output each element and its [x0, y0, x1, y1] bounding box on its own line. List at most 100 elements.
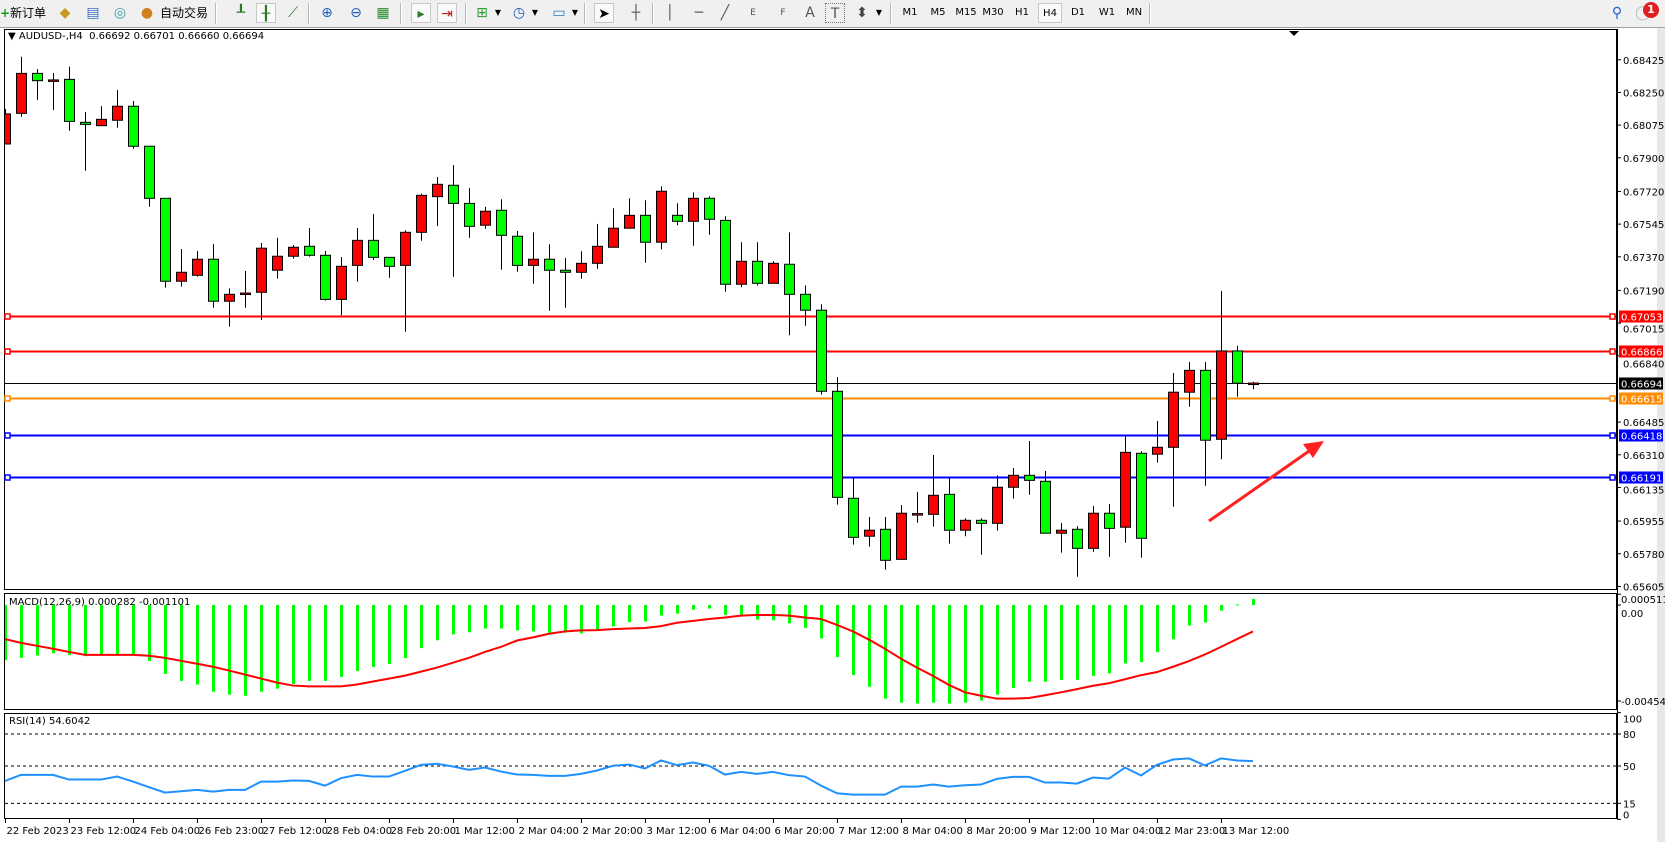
candle: [832, 377, 843, 505]
time-axis-label: 1 Mar 12:00: [455, 826, 515, 837]
level-price-label-bg: [1619, 471, 1663, 484]
auto-trading-button[interactable]: 自动交易: [159, 6, 208, 20]
arrows-dropdown-icon[interactable]: ▼: [875, 8, 883, 17]
timeframe-m5[interactable]: M5: [930, 7, 946, 18]
periods-dropdown-icon[interactable]: ▼: [531, 8, 539, 17]
macd-histogram-bar: [980, 605, 983, 701]
macd-histogram-bar: [628, 605, 631, 623]
search-icon[interactable]: ⚲: [1611, 5, 1623, 21]
annotation-arrow[interactable]: [1208, 441, 1324, 523]
fibonacci-retracement-icon[interactable]: F: [780, 8, 786, 18]
candle: [736, 242, 747, 288]
candle: [656, 186, 667, 250]
timeframe-w1[interactable]: W1: [1098, 7, 1116, 18]
candle: [512, 231, 523, 272]
timeframe-d1[interactable]: D1: [1070, 7, 1086, 18]
candle-body: [384, 256, 395, 267]
macd-histogram-bar: [596, 605, 599, 630]
macd-histogram-bar: [1092, 605, 1095, 676]
macd-histogram-bar: [5, 605, 7, 661]
candle-body: [144, 145, 155, 199]
candle: [496, 199, 507, 270]
toolbar: + 新订单 ◆ ▤ ◎ ● 自动交易 ┸ ╂ ⟋ ⊕ ⊖ ▦ ▸ ⇥ ⊞ ▼ ◷…: [0, 0, 1665, 28]
chart-shift-marker[interactable]: [1289, 31, 1299, 36]
cursor-icon[interactable]: ➤: [594, 3, 614, 23]
candle: [448, 165, 459, 277]
candle-body: [864, 529, 875, 537]
candle: [1216, 290, 1227, 460]
timeframe-mn[interactable]: MN: [1125, 7, 1143, 18]
arrows-icon[interactable]: ⬍: [856, 5, 868, 21]
bar-chart-icon[interactable]: ┸: [236, 5, 246, 21]
time-axis-label: 24 Feb 04:00: [135, 826, 201, 837]
horizontal-line-icon[interactable]: ─: [694, 5, 704, 21]
candle: [1120, 435, 1131, 543]
indicators-dropdown-icon[interactable]: ▼: [494, 8, 502, 17]
zoom-in-icon[interactable]: ⊕: [321, 5, 333, 21]
level-handle: [1609, 395, 1616, 402]
text-tool-icon[interactable]: A: [805, 5, 815, 21]
rsi-axis-label: 15: [1623, 799, 1636, 810]
timeframe-m1[interactable]: M1: [902, 7, 918, 18]
tile-windows-icon[interactable]: ▦: [376, 5, 390, 21]
auto-trading-icon[interactable]: ●: [140, 5, 154, 21]
level-price-label: 0.66866: [1621, 348, 1662, 359]
macd-histogram-bar: [52, 605, 55, 654]
time-axis-label: 26 Feb 23:00: [199, 826, 265, 837]
templates-icon[interactable]: ▭: [552, 5, 566, 21]
timeframe-m30[interactable]: M30: [982, 7, 1004, 18]
candle: [288, 245, 299, 259]
periods-clock-icon[interactable]: ◷: [512, 5, 526, 21]
timeframe-h1[interactable]: H1: [1015, 7, 1029, 18]
candle: [224, 288, 235, 327]
macd-histogram-bar: [276, 605, 279, 689]
new-order-button[interactable]: 新订单: [9, 6, 46, 20]
candle-body: [976, 519, 987, 524]
fibonacci-fan-icon[interactable]: E: [750, 8, 756, 18]
candle: [352, 228, 363, 282]
crosshair-icon[interactable]: ┼: [631, 5, 641, 21]
text-label-icon[interactable]: T: [825, 3, 845, 23]
macd-histogram-bar: [532, 605, 535, 632]
auto-scroll-icon[interactable]: ▸: [411, 3, 431, 23]
candle-body: [640, 214, 651, 243]
bid-price-label-bg: [1619, 377, 1663, 390]
separator: [890, 3, 892, 24]
vertical-line-icon[interactable]: │: [665, 5, 675, 21]
line-chart-icon[interactable]: ⟋: [288, 5, 298, 21]
zoom-out-icon[interactable]: ⊖: [350, 5, 362, 21]
candle: [1024, 440, 1035, 495]
macd-axis-label: -0.00454: [1621, 697, 1665, 708]
candle: [864, 516, 875, 547]
notification-badge[interactable]: 1: [1643, 2, 1659, 18]
candle: [528, 232, 539, 284]
candle-body: [768, 262, 779, 284]
macd-histogram-bar: [356, 605, 359, 671]
candle-body: [416, 194, 427, 233]
candle: [720, 216, 731, 292]
templates-dropdown-icon[interactable]: ▼: [571, 8, 579, 17]
timeframe-m15[interactable]: M15: [955, 7, 977, 18]
candle-body: [112, 105, 123, 121]
chart-shift-icon[interactable]: ⇥: [437, 3, 457, 23]
chart-menu-triangle-icon[interactable]: ▼: [8, 31, 19, 42]
candle: [384, 256, 395, 278]
price-tick-label: 0.68425: [1623, 56, 1664, 67]
price-tick-label: 0.65955: [1623, 517, 1664, 528]
timeframe-h4[interactable]: H4: [1038, 3, 1062, 23]
indicators-icon[interactable]: ⊞: [476, 5, 488, 21]
candle: [576, 251, 587, 279]
candlestick-chart-icon[interactable]: ╂: [256, 3, 276, 23]
data-window-icon[interactable]: ▤: [86, 5, 100, 21]
navigator-icon[interactable]: ◎: [113, 5, 127, 21]
macd-histogram-bar: [1124, 605, 1127, 664]
macd-pane[interactable]: [4, 593, 1617, 710]
candle: [112, 90, 123, 128]
new-order-icon[interactable]: +: [0, 6, 11, 20]
macd-histogram-bar: [228, 605, 231, 695]
market-watch-icon[interactable]: ◆: [59, 5, 71, 21]
macd-histogram-bar: [836, 605, 839, 658]
macd-histogram-bar: [388, 605, 391, 664]
trendline-icon[interactable]: ╱: [720, 5, 730, 21]
